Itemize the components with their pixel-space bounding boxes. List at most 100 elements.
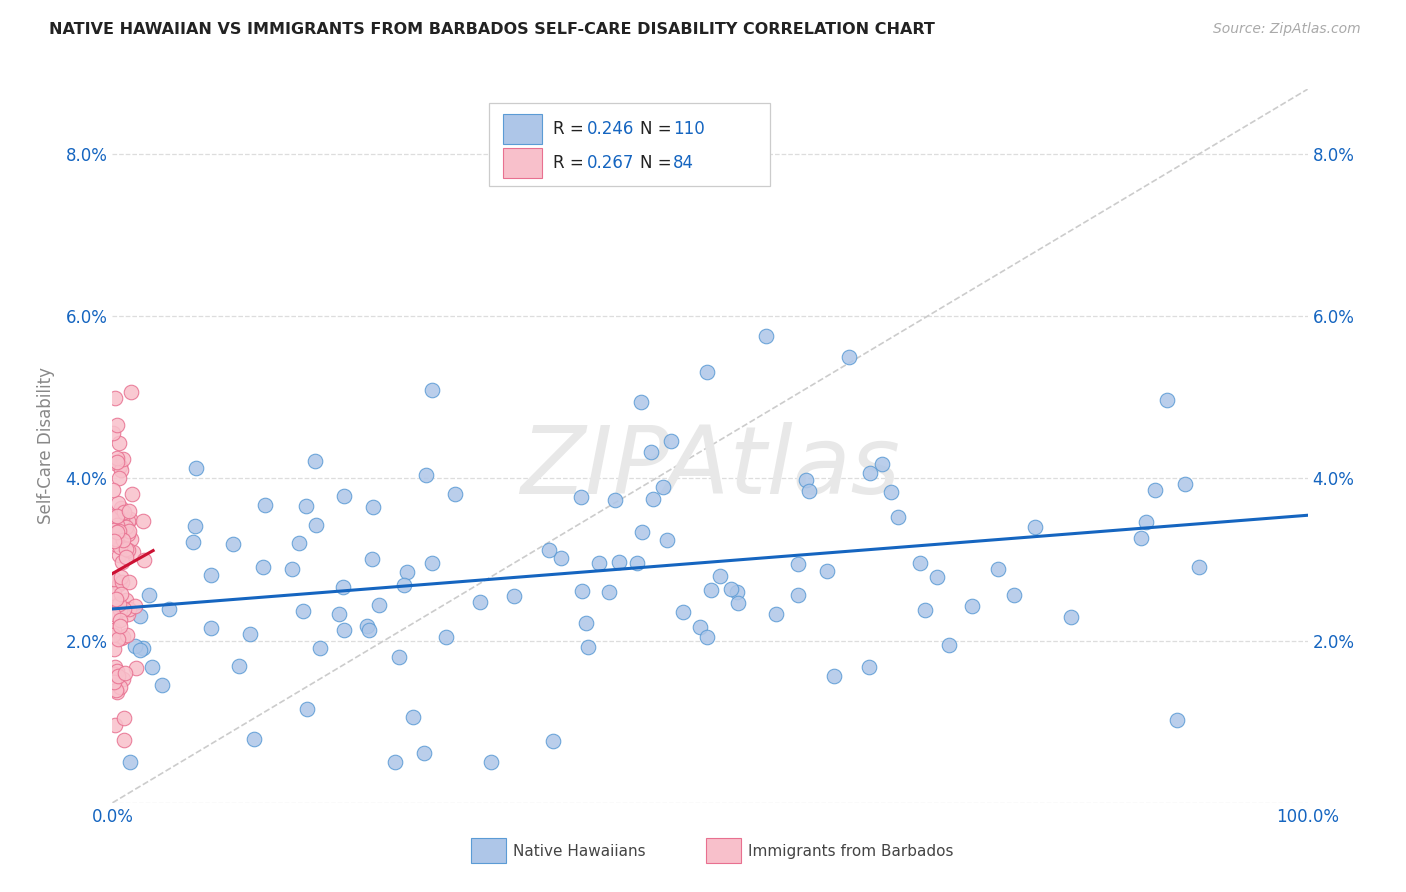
Point	[104, 532, 127, 546]
Point	[727, 596, 749, 610]
Point	[938, 638, 960, 652]
Point	[689, 620, 711, 634]
Point	[1060, 610, 1083, 624]
Point	[112, 602, 135, 616]
Point	[118, 602, 141, 616]
Point	[631, 524, 654, 539]
Point	[122, 544, 145, 558]
Point	[838, 351, 860, 365]
Point	[105, 525, 128, 540]
Point	[152, 677, 174, 691]
Point	[422, 557, 444, 571]
Point	[115, 541, 138, 556]
Point	[104, 391, 127, 405]
Point	[914, 603, 936, 617]
Point	[118, 575, 141, 590]
Point	[103, 675, 125, 690]
Point	[105, 508, 128, 522]
Point	[111, 673, 134, 687]
Point	[575, 616, 598, 631]
Point	[112, 711, 135, 725]
Point	[200, 568, 222, 582]
Point	[413, 746, 436, 760]
Point	[1024, 520, 1046, 534]
Point	[120, 532, 142, 546]
Point	[332, 580, 354, 594]
Point	[796, 473, 818, 487]
Point	[104, 660, 127, 674]
Point	[655, 533, 678, 547]
Point	[115, 592, 138, 607]
Point	[114, 665, 136, 680]
Point	[110, 680, 132, 694]
Point	[103, 585, 125, 599]
Point	[108, 619, 131, 633]
Point	[252, 559, 274, 574]
Point	[117, 607, 139, 622]
Point	[720, 582, 742, 596]
Point	[925, 570, 948, 584]
FancyBboxPatch shape	[503, 148, 541, 178]
Point	[124, 599, 146, 613]
Point	[394, 578, 416, 592]
Point	[288, 536, 311, 550]
Point	[569, 490, 592, 504]
Point	[415, 468, 437, 483]
Point	[120, 512, 142, 526]
Point	[304, 453, 326, 467]
Point	[960, 599, 983, 613]
Point	[765, 607, 787, 621]
Point	[1188, 560, 1211, 574]
Point	[859, 467, 882, 481]
Point	[709, 569, 731, 583]
FancyBboxPatch shape	[489, 103, 770, 186]
Point	[661, 434, 683, 448]
Point	[115, 628, 138, 642]
Point	[420, 383, 443, 397]
Text: 84: 84	[673, 154, 695, 172]
Point	[880, 485, 903, 500]
Point	[281, 562, 304, 576]
Point	[105, 592, 128, 607]
Point	[107, 632, 129, 647]
Point	[108, 548, 131, 562]
Point	[797, 483, 820, 498]
Point	[1130, 532, 1153, 546]
Point	[103, 523, 125, 537]
Point	[222, 537, 245, 551]
Point	[108, 540, 131, 554]
Point	[141, 660, 163, 674]
Point	[360, 552, 382, 566]
Text: Native Hawaiians: Native Hawaiians	[513, 845, 645, 859]
Point	[361, 500, 384, 515]
Point	[104, 718, 127, 732]
Point	[108, 602, 131, 616]
Point	[105, 682, 128, 697]
Point	[101, 628, 124, 642]
Point	[725, 585, 748, 599]
Point	[815, 565, 838, 579]
Point	[115, 520, 138, 534]
Point	[786, 557, 808, 571]
Point	[444, 487, 467, 501]
Text: 0.267: 0.267	[586, 154, 634, 172]
Point	[103, 572, 125, 586]
Point	[643, 492, 665, 507]
FancyBboxPatch shape	[503, 114, 541, 145]
Point	[110, 632, 132, 646]
Point	[104, 537, 127, 551]
Text: N =: N =	[640, 120, 676, 138]
Point	[121, 487, 143, 501]
Point	[105, 455, 128, 469]
Point	[908, 556, 931, 570]
Point	[253, 499, 276, 513]
Text: ZIPAtlas: ZIPAtlas	[520, 422, 900, 513]
Point	[111, 575, 134, 590]
Point	[696, 365, 718, 379]
Point	[607, 555, 630, 569]
Point	[157, 602, 180, 616]
Point	[105, 509, 128, 524]
Point	[228, 659, 250, 673]
Point	[103, 534, 125, 549]
Point	[105, 684, 128, 698]
